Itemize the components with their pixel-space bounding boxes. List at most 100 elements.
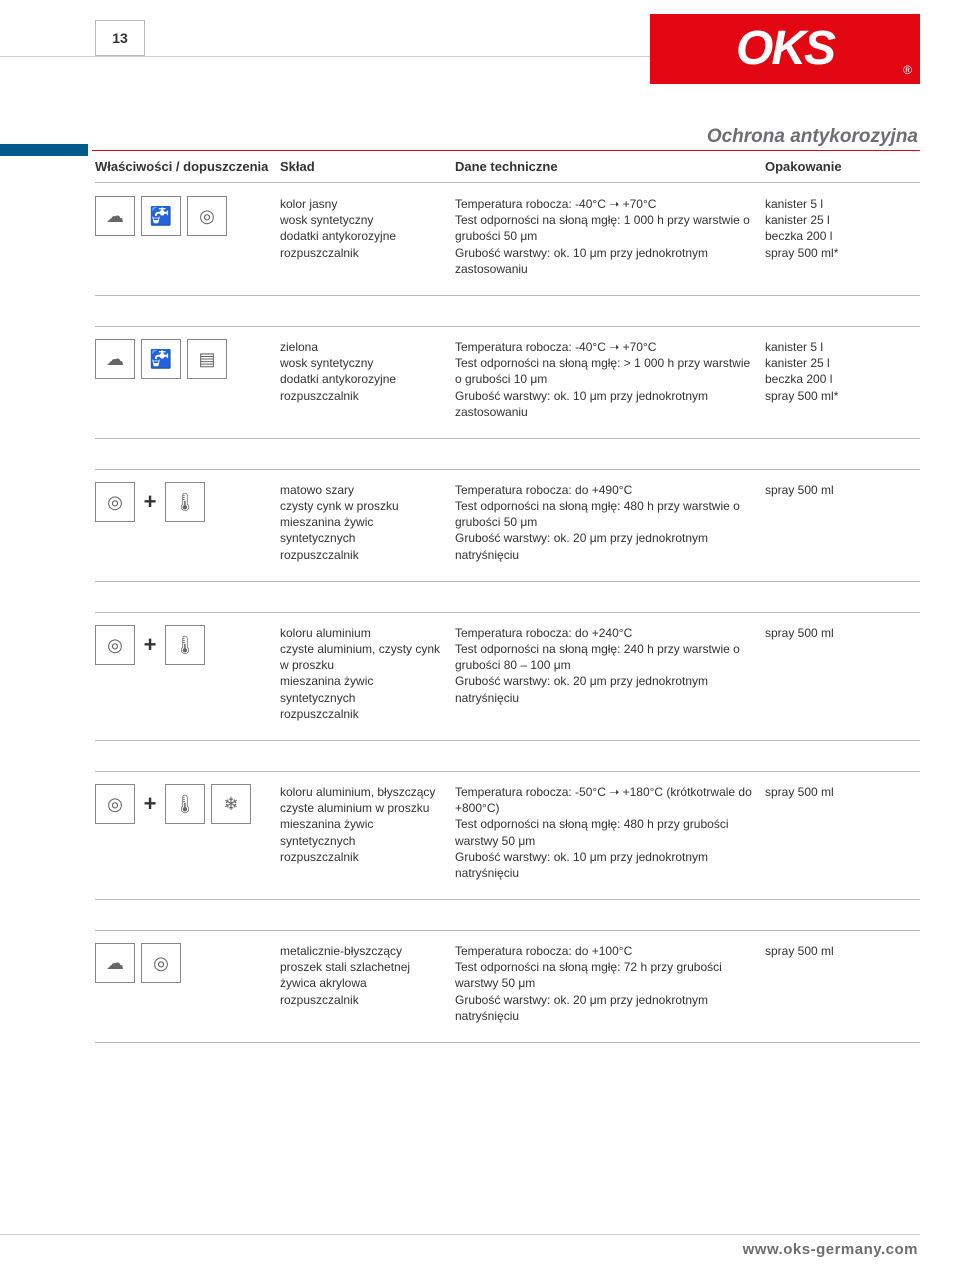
composition-line: dodatki antykorozyjne bbox=[280, 228, 443, 244]
page: 13 OKS ® Ochrona antykorozyjna Właściwoś… bbox=[0, 0, 960, 1283]
techdata-line: Test odporności na słoną mgłę: 480 h prz… bbox=[455, 816, 753, 848]
composition-line: czysty cynk w proszku bbox=[280, 498, 443, 514]
packaging-line: kanister 25 l bbox=[765, 212, 920, 228]
techdata-line: Test odporności na słoną mgłę: 72 h przy… bbox=[455, 959, 753, 991]
cell-packaging: spray 500 ml bbox=[765, 943, 920, 1024]
composition-line: żywica akrylowa bbox=[280, 975, 443, 991]
techdata-line: Grubość warstwy: ok. 20 μm przy jednokro… bbox=[455, 673, 753, 705]
cell-techdata: Temperatura robocza: -40°C ➝ +70°CTest o… bbox=[455, 196, 765, 277]
registered-mark: ® bbox=[903, 62, 912, 78]
techdata-line: Test odporności na słoną mgłę: > 1 000 h… bbox=[455, 355, 753, 387]
cell-techdata: Temperatura robocza: do +240°CTest odpor… bbox=[455, 625, 765, 722]
tap-icon: 🚰 bbox=[141, 196, 181, 236]
packaging-line: spray 500 ml* bbox=[765, 245, 920, 261]
composition-line: dodatki antykorozyjne bbox=[280, 371, 443, 387]
packaging-line: kanister 5 l bbox=[765, 339, 920, 355]
techdata-line: Temperatura robocza: do +100°C bbox=[455, 943, 753, 959]
packaging-line: kanister 25 l bbox=[765, 355, 920, 371]
brand-logo: OKS ® bbox=[650, 14, 920, 84]
composition-line: rozpuszczalnik bbox=[280, 992, 443, 1008]
composition-line: koloru aluminium, błyszczący bbox=[280, 784, 443, 800]
table-row: ◎+🌡 koloru aluminiumczyste aluminium, czy… bbox=[95, 612, 920, 741]
cell-packaging: spray 500 ml bbox=[765, 482, 920, 563]
plus-icon: + bbox=[141, 784, 159, 824]
techdata-line: Temperatura robocza: do +240°C bbox=[455, 625, 753, 641]
col-head-techdata: Dane techniczne bbox=[455, 158, 765, 176]
disc-icon: ◎ bbox=[95, 482, 135, 522]
column-headers: Właściwości / dopuszczenia Skład Dane te… bbox=[95, 158, 920, 183]
col-head-composition: Skład bbox=[280, 158, 455, 176]
cans-icon: ▤ bbox=[187, 339, 227, 379]
composition-line: proszek stali szlachetnej bbox=[280, 959, 443, 975]
cell-techdata: Temperatura robocza: do +490°CTest odpor… bbox=[455, 482, 765, 563]
cell-packaging: spray 500 ml bbox=[765, 784, 920, 881]
composition-line: koloru aluminium bbox=[280, 625, 443, 641]
col-head-properties: Właściwości / dopuszczenia bbox=[95, 158, 280, 176]
composition-line: czyste aluminium w proszku bbox=[280, 800, 443, 816]
section-title: Ochrona antykorozyjna bbox=[707, 124, 918, 150]
cell-properties: ◎+🌡 bbox=[95, 482, 280, 563]
table-row: ◎+🌡❄koloru aluminium, błyszczącyczyste a… bbox=[95, 771, 920, 900]
table-row: ☁🚰▤zielonawosk syntetycznydodatki antyko… bbox=[95, 326, 920, 439]
packaging-line: beczka 200 l bbox=[765, 371, 920, 387]
composition-line: mieszanina żywic syntetycznych bbox=[280, 514, 443, 546]
composition-line: mieszanina żywic syntetycznych bbox=[280, 816, 443, 848]
temp-icon: 🌡 bbox=[165, 784, 205, 824]
blue-accent-bar bbox=[0, 144, 88, 156]
composition-line: rozpuszczalnik bbox=[280, 388, 443, 404]
techdata-line: Grubość warstwy: ok. 10 μm przy jednokro… bbox=[455, 849, 753, 881]
techdata-line: Grubość warstwy: ok. 10 μm przy jednokro… bbox=[455, 245, 753, 277]
cell-properties: ☁🚰◎ bbox=[95, 196, 280, 277]
disc-icon: ◎ bbox=[95, 625, 135, 665]
composition-line: rozpuszczalnik bbox=[280, 849, 443, 865]
temp-icon: 🌡 bbox=[165, 482, 205, 522]
techdata-line: Grubość warstwy: ok. 20 μm przy jednokro… bbox=[455, 530, 753, 562]
brand-logo-text: OKS bbox=[736, 17, 834, 82]
composition-line: rozpuszczalnik bbox=[280, 706, 443, 722]
techdata-line: Test odporności na słoną mgłę: 480 h prz… bbox=[455, 498, 753, 530]
table-row: ☁🚰◎kolor jasnywosk syntetycznydodatki an… bbox=[95, 184, 920, 296]
cell-composition: zielonawosk syntetycznydodatki antykoroz… bbox=[280, 339, 455, 420]
composition-line: metalicznie-błyszczący bbox=[280, 943, 443, 959]
composition-line: kolor jasny bbox=[280, 196, 443, 212]
table-row: ☁◎metalicznie-błyszczącyproszek stali sz… bbox=[95, 930, 920, 1043]
composition-line: matowo szary bbox=[280, 482, 443, 498]
page-number: 13 bbox=[112, 29, 128, 48]
cell-composition: koloru aluminiumczyste aluminium, czysty… bbox=[280, 625, 455, 722]
disc-icon: ◎ bbox=[141, 943, 181, 983]
packaging-line: spray 500 ml* bbox=[765, 388, 920, 404]
page-number-tab: 13 bbox=[95, 20, 145, 56]
cell-techdata: Temperatura robocza: -40°C ➝ +70°CTest o… bbox=[455, 339, 765, 420]
plus-icon: + bbox=[141, 625, 159, 665]
footer-url: www.oks-germany.com bbox=[743, 1240, 918, 1260]
techdata-line: Temperatura robocza: do +490°C bbox=[455, 482, 753, 498]
packaging-line: beczka 200 l bbox=[765, 228, 920, 244]
techdata-line: Test odporności na słoną mgłę: 1 000 h p… bbox=[455, 212, 753, 244]
disc-icon: ◎ bbox=[187, 196, 227, 236]
composition-line: mieszanina żywic syntetycznych bbox=[280, 673, 443, 705]
techdata-line: Temperatura robocza: -40°C ➝ +70°C bbox=[455, 196, 753, 212]
disc-icon: ◎ bbox=[95, 784, 135, 824]
composition-line: wosk syntetyczny bbox=[280, 355, 443, 371]
composition-line: czyste aluminium, czysty cynk w proszku bbox=[280, 641, 443, 673]
packaging-line: spray 500 ml bbox=[765, 482, 920, 498]
weather-icon: ☁ bbox=[95, 339, 135, 379]
techdata-line: Test odporności na słoną mgłę: 240 h prz… bbox=[455, 641, 753, 673]
cell-properties: ◎+🌡❄ bbox=[95, 784, 280, 881]
weather-icon: ☁ bbox=[95, 196, 135, 236]
packaging-line: spray 500 ml bbox=[765, 784, 920, 800]
composition-line: rozpuszczalnik bbox=[280, 547, 443, 563]
composition-line: wosk syntetyczny bbox=[280, 212, 443, 228]
packaging-line: kanister 5 l bbox=[765, 196, 920, 212]
composition-line: rozpuszczalnik bbox=[280, 245, 443, 261]
cell-properties: ☁◎ bbox=[95, 943, 280, 1024]
cell-composition: kolor jasnywosk syntetycznydodatki antyk… bbox=[280, 196, 455, 277]
temp-icon: 🌡 bbox=[165, 625, 205, 665]
cell-packaging: kanister 5 lkanister 25 lbeczka 200 lspr… bbox=[765, 196, 920, 277]
packaging-line: spray 500 ml bbox=[765, 943, 920, 959]
plus-icon: + bbox=[141, 482, 159, 522]
weather-icon: ☁ bbox=[95, 943, 135, 983]
table-body: ☁🚰◎kolor jasnywosk syntetycznydodatki an… bbox=[95, 184, 920, 1043]
col-head-packaging: Opakowanie bbox=[765, 158, 920, 176]
cell-properties: ☁🚰▤ bbox=[95, 339, 280, 420]
